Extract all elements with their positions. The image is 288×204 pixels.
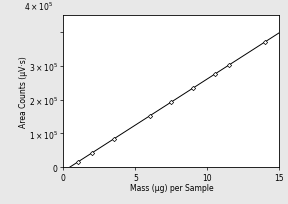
Y-axis label: Area Counts (μV·s): Area Counts (μV·s) <box>18 56 28 128</box>
X-axis label: Mass (μg) per Sample: Mass (μg) per Sample <box>130 183 213 192</box>
Text: $4\times10^5$: $4\times10^5$ <box>24 1 53 13</box>
